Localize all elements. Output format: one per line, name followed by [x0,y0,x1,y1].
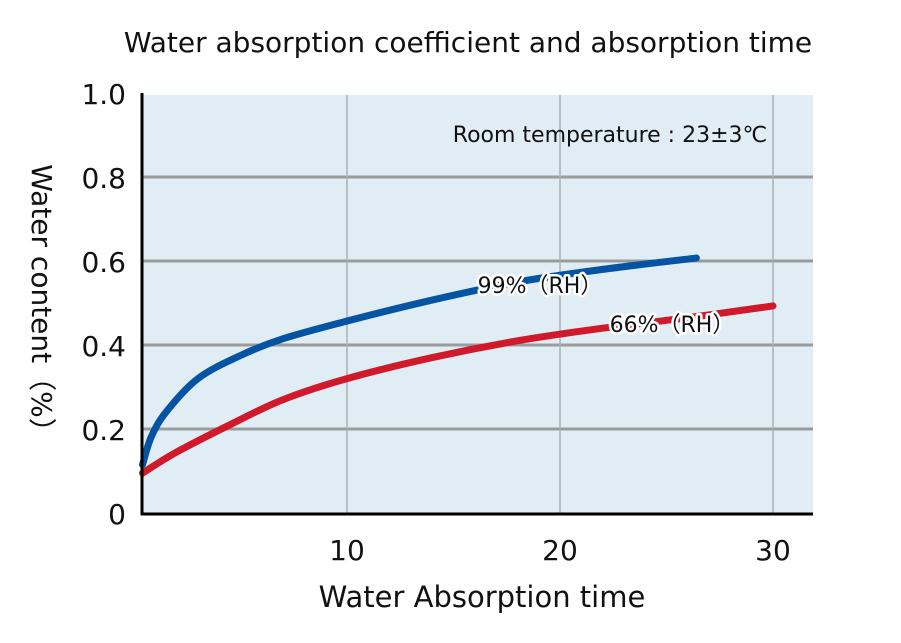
x-tick-label: 30 [755,534,791,567]
plot-area [142,95,813,513]
y-tick-label: 0.4 [81,330,126,363]
x-axis-label: Water Absorption time [319,580,646,614]
x-tick-label: 10 [329,534,365,567]
y-tick-label: 0 [108,498,126,531]
series-line-99 [139,254,700,469]
series-label-66: 66%（RH） [610,313,735,338]
y-axis-label: Water content（%） [25,164,58,445]
x-tick-label: 20 [542,534,578,567]
y-tick-label: 0.6 [81,246,126,279]
y-tick-label: 1.0 [81,78,126,111]
chart-title: Water absorption coefficient and absorpt… [124,26,812,59]
series-line-66 [139,302,777,477]
annotation: Room temperature : 23±3℃ [453,123,767,148]
y-tick-label: 0.2 [81,414,126,447]
y-tick-label: 0.8 [81,162,126,195]
series-label-99: 99%（RH） [478,274,603,299]
